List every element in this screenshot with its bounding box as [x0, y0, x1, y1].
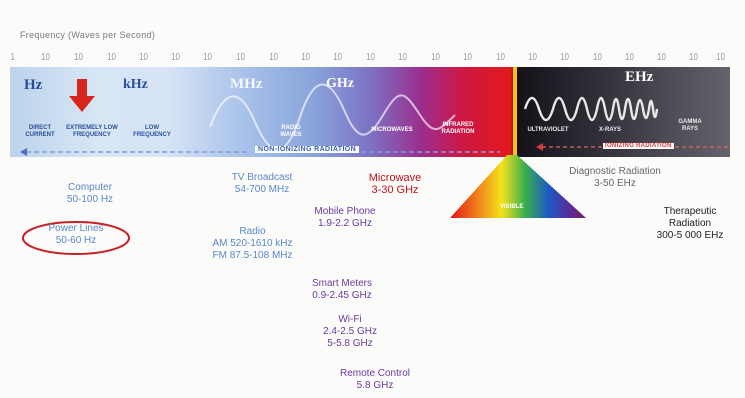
unit-hz: Hz [24, 77, 43, 93]
scale-tick: 10 [139, 52, 149, 63]
power-lines-item: Power Lines 50-60 Hz [22, 223, 130, 247]
microwave-range: 3-30 GHz [371, 184, 419, 196]
scale-tick: 10 [171, 52, 181, 63]
label-elf: EXTREMELY LOW FREQUENCY [66, 125, 118, 138]
diagnostic-item: Diagnostic Radiation 3-50 EHz [560, 166, 670, 190]
unit-mhz: MHz [230, 76, 263, 92]
mobile-item: Mobile Phone 1.9-2.2 GHz [300, 206, 390, 230]
frequency-scale: 1 10 10 10 10 10 10 10 10 10 10 10 10 10… [10, 52, 730, 66]
computer-item: Computer 50-100 Hz [45, 182, 135, 206]
unit-ghz: GHz [326, 76, 354, 91]
therapeutic-item: Therapeutic Radiation 300-5 000 EHz [640, 206, 740, 242]
computer-range: 50-100 Hz [66, 194, 114, 205]
label-direct-current: DIRECT CURRENT [25, 125, 55, 138]
unit-khz: kHz [123, 77, 148, 92]
microwave-item: Microwave 3-30 GHz [350, 172, 440, 196]
ionizing-label: IONIZING RADIATION [603, 143, 674, 149]
scale-tick: 1 [10, 52, 16, 63]
wifi-range-2: 5-5.8 GHz [327, 338, 373, 349]
wifi-label: Wi-Fi [338, 314, 362, 325]
non-ionizing-arrow-right [345, 151, 500, 153]
smart-meters-item: Smart Meters 0.9-2.45 GHz [297, 278, 387, 302]
wave-decoration [209, 83, 659, 151]
radio-label: Radio [239, 226, 266, 237]
diagnostic-range: 3-50 EHz [594, 178, 636, 189]
spectrum-band: Hz kHz MHz GHz EHz DIRECT CURRENT EXTREM… [10, 67, 730, 157]
power-lines-label: Power Lines [48, 223, 104, 234]
scale-tick: 10 [398, 52, 408, 63]
diagnostic-label: Diagnostic Radiation [569, 166, 661, 177]
visible-divider [513, 67, 517, 157]
scale-tick: 10 [657, 52, 667, 63]
label-gamma: GAMMA RAYS [678, 119, 702, 132]
non-ionizing-arrow [20, 148, 250, 156]
scale-tick: 10 [301, 52, 311, 63]
remote-item: Remote Control 5.8 GHz [320, 368, 430, 392]
scale-tick: 10 [593, 52, 603, 63]
scale-tick: 10 [333, 52, 343, 63]
label-xrays: X-RAYS [598, 127, 622, 133]
visible-light-prism [450, 155, 586, 218]
scale-tick: 10 [41, 52, 51, 63]
radio-item: Radio AM 520-1610 kHz FM 87.5-108 MHz [195, 226, 310, 262]
remote-label: Remote Control [339, 368, 411, 379]
frequency-axis-title: Frequency (Waves per Second) [20, 30, 156, 40]
scale-tick: 10 [716, 52, 726, 63]
computer-label: Computer [68, 182, 112, 193]
wifi-range-1: 2.4-2.5 GHz [323, 326, 377, 337]
label-visible: VISIBLE [500, 204, 524, 210]
scale-tick: 10 [74, 52, 84, 63]
scale-tick: 10 [463, 52, 473, 63]
scale-tick: 10 [560, 52, 570, 63]
non-ionizing-label: NON-IONIZING RADIATION [255, 146, 360, 153]
power-lines-range: 50-60 Hz [55, 235, 97, 246]
down-arrow-icon [69, 79, 95, 112]
label-microwaves: MICROWAVES [371, 127, 413, 133]
scale-tick: 10 [689, 52, 699, 63]
scale-tick: 10 [236, 52, 246, 63]
wifi-item: Wi-Fi 2.4-2.5 GHz 5-5.8 GHz [310, 314, 390, 350]
mobile-range: 1.9-2.2 GHz [318, 218, 372, 229]
radio-fm-range: FM 87.5-108 MHz [212, 250, 293, 261]
scale-tick: 10 [269, 52, 279, 63]
microwave-label: Microwave [368, 172, 422, 184]
scale-tick: 10 [431, 52, 441, 63]
label-infrared: INFRARED RADIATION [441, 122, 475, 135]
tv-item: TV Broadcast 54-700 MHz [212, 172, 312, 196]
scale-tick: 10 [528, 52, 538, 63]
mobile-label: Mobile Phone [314, 206, 376, 217]
label-radio-waves: RADIO WAVES [280, 125, 302, 138]
remote-range: 5.8 GHz [356, 380, 394, 391]
unit-ehz: EHz [625, 69, 654, 85]
tv-label: TV Broadcast [231, 172, 293, 183]
tv-range: 54-700 MHz [234, 184, 290, 195]
label-lf: LOW FREQUENCY [133, 125, 171, 138]
scale-tick: 10 [496, 52, 506, 63]
therapeutic-label-1: Therapeutic [663, 206, 717, 217]
power-lines-highlight-circle [22, 221, 130, 255]
smart-meters-range: 0.9-2.45 GHz [312, 290, 372, 301]
scale-tick: 10 [366, 52, 376, 63]
scale-tick: 10 [625, 52, 635, 63]
scale-tick: 10 [107, 52, 117, 63]
smart-meters-label: Smart Meters [311, 278, 372, 289]
therapeutic-range: 300-5 000 EHz [656, 230, 724, 241]
radio-am-range: AM 520-1610 kHz [212, 238, 293, 249]
scale-tick: 10 [203, 52, 213, 63]
label-ultraviolet: ULTRAVIOLET [527, 127, 569, 133]
therapeutic-label-2: Radiation [668, 218, 712, 229]
